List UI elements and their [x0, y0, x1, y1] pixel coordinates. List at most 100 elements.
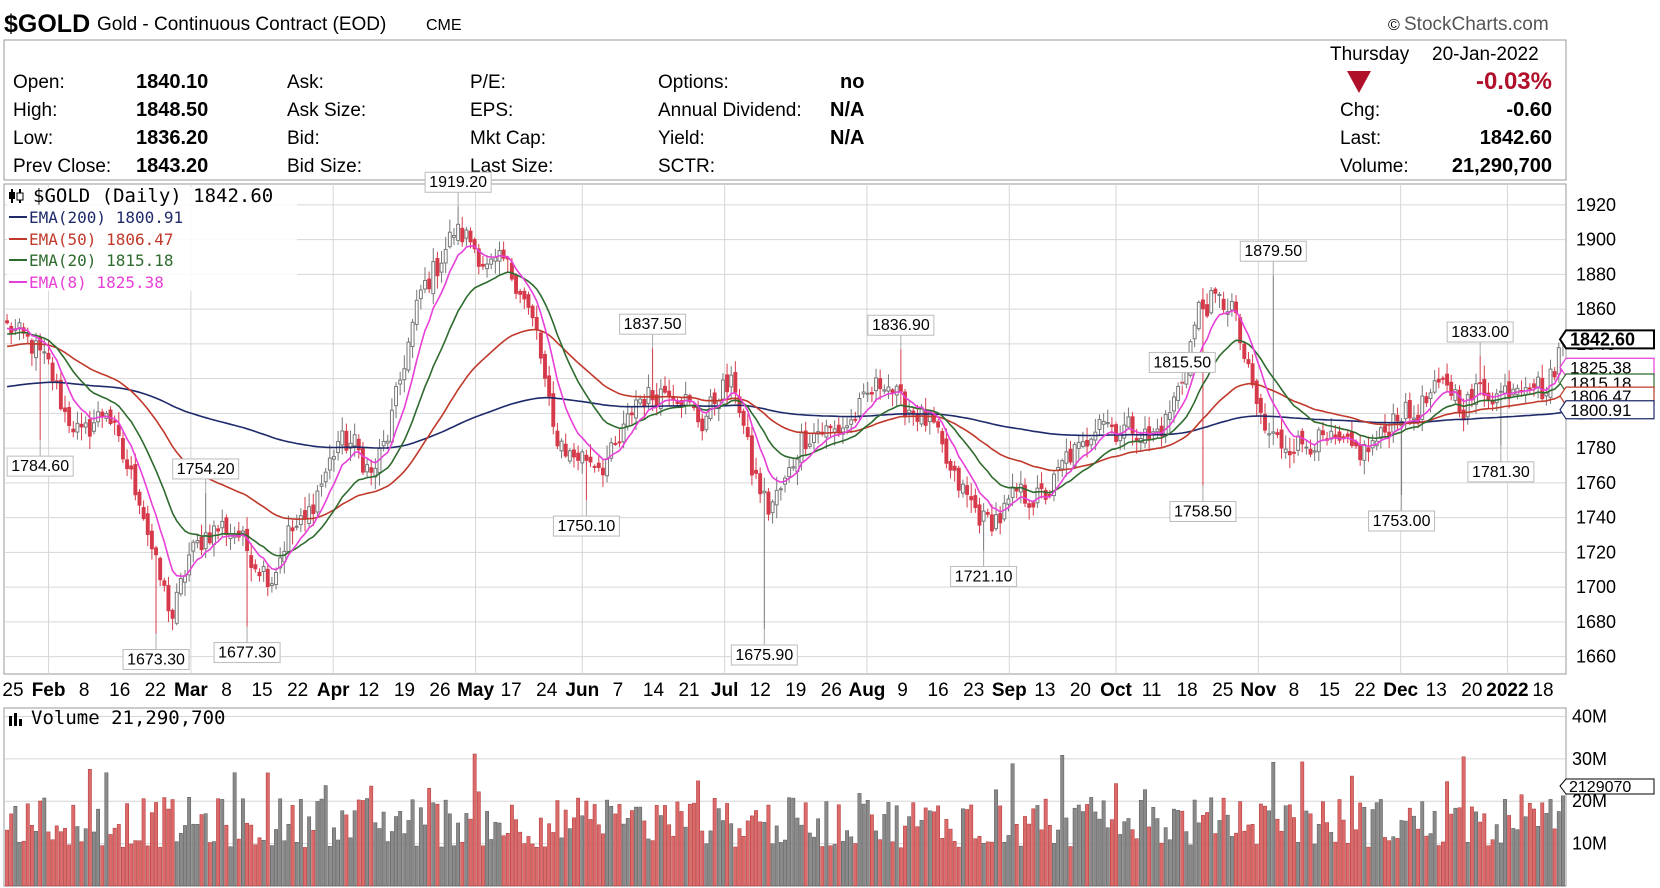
volume-bar: [46, 831, 51, 887]
low-value: 1836.20: [136, 127, 208, 149]
x-tick-label: 22: [145, 680, 166, 701]
volume-bar: [1540, 802, 1545, 887]
candle-body: [87, 419, 92, 437]
volume-bar: [423, 824, 427, 887]
candle-body: [1292, 451, 1296, 454]
candle-body: [708, 396, 713, 420]
candle-body: [1043, 489, 1048, 500]
volume-bar: [1374, 802, 1379, 887]
volume-bar: [42, 797, 47, 887]
price-y-tick: 1680: [1576, 612, 1616, 632]
volume-bar: [518, 831, 523, 887]
candle-body: [650, 390, 655, 401]
candle-body: [1254, 380, 1259, 404]
candle-body: [720, 379, 725, 400]
candle-body: [617, 441, 622, 444]
candle-body: [1424, 396, 1429, 404]
volume-bar: [1420, 801, 1425, 887]
volume-bar: [683, 826, 688, 887]
candle-body: [509, 262, 514, 280]
candle-body: [315, 490, 320, 513]
last-label: Last:: [1340, 128, 1381, 149]
pct-change: -0.03%: [1476, 68, 1552, 95]
extreme-label-box: [122, 649, 190, 671]
volume-bar: [116, 824, 121, 887]
candle-body: [1329, 430, 1334, 440]
volume-bar: [1395, 838, 1400, 887]
candle-body: [224, 517, 229, 535]
volume-bar: [501, 835, 506, 887]
extreme-label-box: [619, 313, 687, 335]
volume-bar: [1258, 803, 1263, 887]
volume-bar: [75, 826, 80, 887]
candle-body: [907, 409, 912, 414]
candle-body: [1242, 343, 1247, 359]
extreme-label: 1753.00: [1373, 513, 1431, 530]
volume-bars: [5, 753, 1565, 887]
volume-bar: [133, 840, 138, 887]
candle-body: [195, 540, 200, 544]
volume-bar: [265, 772, 270, 887]
volume-bar: [1014, 824, 1019, 887]
candle-body: [1308, 448, 1313, 455]
volume-bar: [907, 816, 912, 887]
volume-bar: [1416, 828, 1421, 887]
volume-bar: [563, 809, 568, 887]
volume-bar: [547, 823, 552, 887]
eps-label: EPS:: [470, 100, 513, 121]
candle-body: [29, 340, 34, 354]
volume-bar: [1172, 808, 1176, 887]
candle-body: [460, 227, 465, 243]
candle-body: [1060, 460, 1065, 470]
volume-bar: [199, 814, 204, 887]
ask-label: Ask:: [287, 72, 324, 93]
candle-body: [431, 261, 436, 295]
volume-bar: [460, 841, 465, 887]
candle-body: [25, 333, 30, 337]
volume-bar: [1503, 799, 1507, 887]
candle-body: [1378, 427, 1383, 439]
volume-bar: [932, 811, 936, 887]
quote-date: 20-Jan-2022: [1432, 44, 1539, 65]
candle-body: [493, 257, 498, 262]
volume-bar: [886, 802, 891, 887]
right-value-label: 1825.38: [1570, 358, 1631, 377]
candle-body: [1258, 397, 1263, 413]
candle-body: [203, 532, 208, 550]
sctr-label: SCTR:: [658, 156, 715, 177]
volume-bar: [650, 840, 655, 887]
volume-bar: [1271, 761, 1276, 887]
x-tick-label: Apr: [317, 680, 350, 701]
candle-body: [116, 424, 121, 437]
candle-body: [1283, 448, 1288, 453]
candle-body: [133, 464, 138, 496]
volume-bar: [605, 799, 609, 887]
volume-bar: [257, 837, 262, 887]
candle-body: [439, 262, 444, 273]
candle-body: [1035, 487, 1040, 504]
volume-bar: [638, 806, 643, 887]
volume-bar: [1238, 801, 1243, 887]
volume-bar: [385, 841, 390, 887]
volume-bars-icon: [9, 713, 22, 726]
candle-body: [960, 483, 965, 494]
volume-bar: [671, 835, 676, 887]
volume-bar: [853, 843, 858, 887]
volume-bar: [551, 832, 556, 887]
volume-bar: [874, 830, 878, 887]
dividend-value: N/A: [830, 99, 864, 121]
candle-body: [861, 391, 866, 395]
volume-bar: [389, 831, 394, 887]
candle-body: [468, 230, 473, 243]
volume-bar: [799, 824, 804, 887]
volume-bar: [261, 839, 266, 887]
candle-body: [369, 467, 374, 473]
candle-body: [894, 385, 899, 396]
volume-bar: [1341, 819, 1346, 887]
volume-bar: [923, 807, 928, 887]
volume-bar: [741, 836, 746, 887]
volume-bar: [1205, 812, 1209, 887]
brand: StockCharts.com: [1404, 14, 1549, 35]
